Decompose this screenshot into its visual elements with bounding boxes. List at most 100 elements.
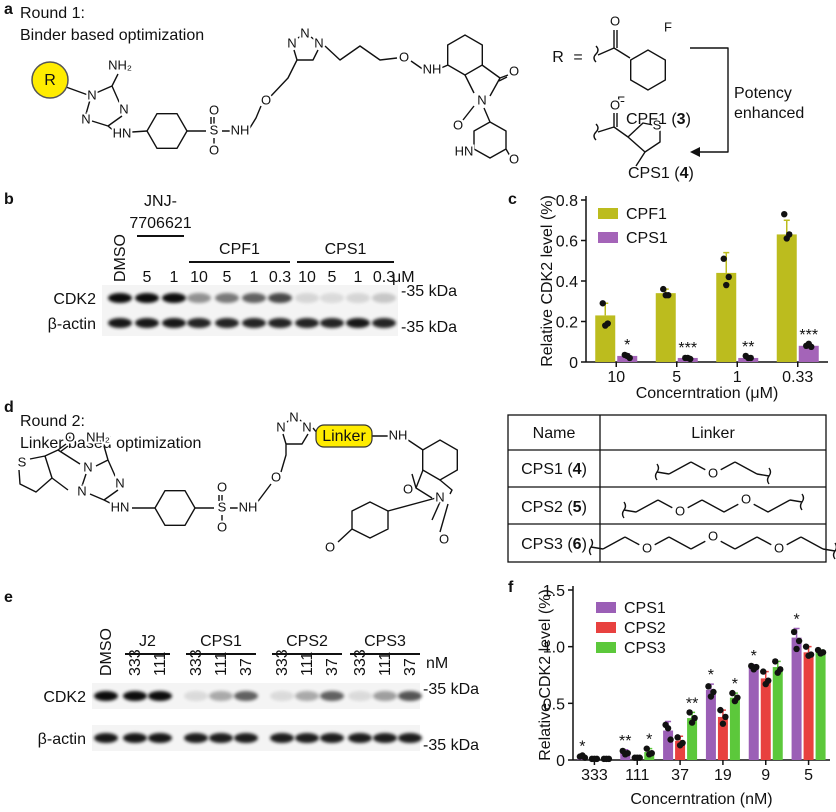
data-point bbox=[579, 752, 586, 759]
bar bbox=[748, 667, 759, 760]
atom-label: N bbox=[287, 35, 296, 50]
data-point bbox=[707, 693, 715, 700]
band bbox=[268, 318, 292, 328]
bar bbox=[815, 652, 826, 760]
legend-swatch bbox=[598, 208, 618, 219]
atom-label: O bbox=[403, 481, 413, 496]
band bbox=[209, 691, 233, 701]
band bbox=[346, 293, 370, 303]
linker-box bbox=[315, 424, 373, 448]
panel-label: d bbox=[4, 399, 14, 416]
bar bbox=[717, 716, 728, 760]
atom-label: O bbox=[65, 429, 75, 444]
ring bbox=[447, 34, 483, 76]
row-label: CDK2 bbox=[43, 689, 86, 706]
panel-label: e bbox=[4, 589, 13, 606]
significance-label: * bbox=[579, 738, 585, 755]
data-point bbox=[662, 291, 669, 299]
compound-label-part: ) bbox=[686, 111, 691, 128]
concentration-label: 37 bbox=[402, 658, 419, 676]
band bbox=[215, 293, 239, 303]
concentration-label: 10 bbox=[298, 269, 316, 286]
panel-label: b bbox=[4, 191, 14, 208]
bar bbox=[663, 730, 674, 760]
atom-label: O bbox=[610, 13, 620, 28]
group-label: CPF1 bbox=[219, 241, 260, 258]
control-label: DMSO bbox=[98, 628, 115, 676]
atom-label: S bbox=[653, 117, 662, 132]
concentration-label: 111 bbox=[299, 652, 316, 676]
data-point bbox=[684, 354, 691, 362]
compound-name-part: ) bbox=[582, 461, 587, 478]
band bbox=[215, 318, 239, 328]
atom-label: S bbox=[18, 454, 27, 469]
legend-label: CPS2 bbox=[624, 620, 666, 637]
legend-swatch bbox=[596, 642, 616, 653]
error-bar bbox=[783, 219, 790, 235]
data-point bbox=[795, 637, 803, 645]
x-tick-label: 37 bbox=[671, 767, 689, 784]
atom-label: NH bbox=[231, 122, 250, 137]
compound-name-part: 5 bbox=[573, 499, 582, 516]
row-label: β-actin bbox=[38, 731, 86, 748]
band bbox=[295, 733, 319, 743]
unit-label: μM bbox=[392, 269, 415, 286]
atom-label: N bbox=[302, 419, 311, 434]
atom-label: O bbox=[271, 469, 281, 484]
legend-swatch bbox=[596, 602, 616, 613]
band bbox=[135, 318, 159, 328]
data-point bbox=[664, 725, 672, 732]
concentration-label: 5 bbox=[223, 269, 232, 286]
ring bbox=[422, 439, 458, 481]
band bbox=[242, 293, 266, 303]
band bbox=[295, 691, 319, 701]
band bbox=[320, 691, 344, 701]
data-point bbox=[646, 751, 653, 758]
band bbox=[346, 318, 370, 328]
atom-label: F bbox=[617, 93, 625, 108]
atom-label: O bbox=[509, 151, 519, 166]
concentration-label: 111 bbox=[213, 652, 230, 676]
legend-label: CPS3 bbox=[624, 640, 666, 657]
x-tick-label: 9 bbox=[761, 767, 770, 784]
significance-label: * bbox=[624, 337, 630, 354]
x-tick-label: 5 bbox=[804, 767, 813, 784]
x-axis-label: Concerntration (μM) bbox=[636, 385, 779, 402]
y-axis-label: Relative CDK2 level (%) bbox=[539, 195, 556, 367]
bar bbox=[798, 345, 819, 362]
compound-name-part: ) bbox=[582, 499, 587, 516]
data-point bbox=[802, 643, 810, 650]
band bbox=[398, 733, 422, 743]
band bbox=[373, 733, 397, 743]
data-point bbox=[805, 652, 812, 659]
band bbox=[348, 691, 372, 701]
atom-label: O bbox=[217, 479, 227, 494]
y-tick-label: 1.5 bbox=[543, 583, 565, 600]
control-label: DMSO bbox=[112, 234, 129, 282]
bar bbox=[687, 718, 698, 760]
significance-label: ** bbox=[619, 733, 631, 750]
size-marker: -35 kDa bbox=[423, 681, 479, 698]
concentration-label: 111 bbox=[377, 652, 394, 676]
band bbox=[320, 318, 344, 328]
row-label: CDK2 bbox=[53, 291, 96, 308]
equals-sign: = bbox=[573, 49, 582, 66]
y-tick-label: 0.5 bbox=[543, 696, 565, 713]
data-point bbox=[602, 322, 609, 329]
compound-label: CPF1 (3) bbox=[626, 111, 691, 128]
group-label: CPS2 bbox=[286, 633, 328, 650]
band bbox=[234, 691, 258, 701]
error-bar bbox=[723, 251, 730, 273]
group-label: CPS1 bbox=[200, 633, 242, 650]
group-label: CPS1 bbox=[325, 241, 367, 258]
concentration-label: 111 bbox=[152, 652, 169, 676]
band bbox=[123, 691, 147, 701]
band bbox=[108, 318, 132, 328]
significance-label: ** bbox=[686, 695, 698, 712]
band bbox=[184, 691, 208, 701]
atom-label: O bbox=[217, 519, 227, 534]
x-tick-label: 333 bbox=[581, 767, 608, 784]
significance-label: * bbox=[793, 612, 799, 629]
bar bbox=[772, 667, 783, 760]
